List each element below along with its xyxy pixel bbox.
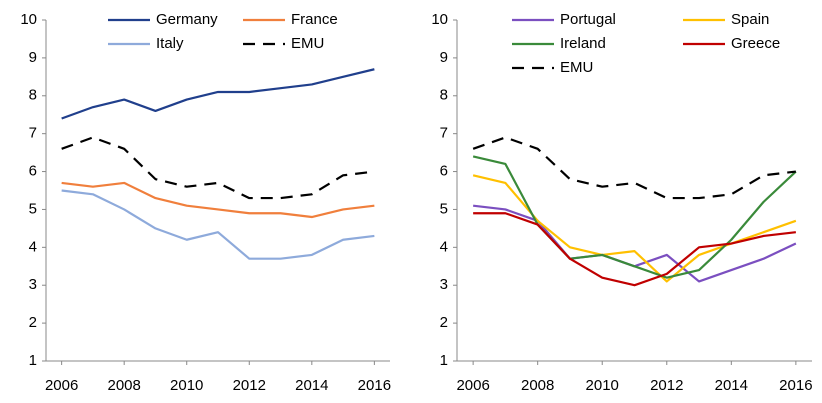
y-tick-label: 2 xyxy=(440,314,448,331)
y-tick-label: 5 xyxy=(29,200,37,217)
y-tick-label: 7 xyxy=(29,125,37,142)
y-tick-label: 7 xyxy=(440,125,448,142)
y-tick-label: 4 xyxy=(440,238,448,255)
y-tick-label: 2 xyxy=(29,314,37,331)
series-line xyxy=(472,136,796,200)
x-tick-label: 2006 xyxy=(456,377,489,394)
y-tick-label: 1 xyxy=(440,352,448,369)
y-tick-label: 5 xyxy=(440,200,448,217)
y-tick-label: 6 xyxy=(29,163,37,180)
y-tick-label: 6 xyxy=(440,163,448,180)
legend-label: France xyxy=(291,11,338,28)
y-tick-label: 4 xyxy=(29,238,37,255)
legend-label: Portugal xyxy=(560,11,616,28)
x-tick-label: 2008 xyxy=(107,377,140,394)
legend-label: EMU xyxy=(560,59,593,76)
x-tick-label: 2008 xyxy=(521,377,554,394)
legend-label: Greece xyxy=(731,35,780,52)
x-tick-label: 2012 xyxy=(233,377,266,394)
x-tick-label: 2006 xyxy=(45,377,78,394)
x-tick-label: 2014 xyxy=(295,377,328,394)
x-tick-label: 2010 xyxy=(586,377,619,394)
y-tick-label: 10 xyxy=(20,11,37,28)
series-line xyxy=(61,136,375,200)
legend-label: Ireland xyxy=(560,35,606,52)
legend-label: EMU xyxy=(291,35,324,52)
series-line xyxy=(472,174,797,283)
y-tick-label: 10 xyxy=(431,11,448,28)
y-tick-label: 3 xyxy=(440,276,448,293)
y-tick-label: 8 xyxy=(29,87,37,104)
x-tick-label: 2016 xyxy=(779,377,812,394)
x-tick-label: 2010 xyxy=(170,377,203,394)
series-line xyxy=(472,155,797,279)
y-tick-label: 1 xyxy=(29,352,37,369)
series-line xyxy=(473,212,796,287)
series-line xyxy=(61,68,375,120)
legend-label: Spain xyxy=(731,11,769,28)
legend-label: Germany xyxy=(156,11,218,28)
y-tick-label: 9 xyxy=(440,49,448,66)
x-tick-label: 2014 xyxy=(715,377,748,394)
series-line xyxy=(61,189,375,260)
legend-label: Italy xyxy=(156,35,184,52)
x-tick-label: 2012 xyxy=(650,377,683,394)
y-tick-label: 3 xyxy=(29,276,37,293)
series-line xyxy=(61,181,375,219)
y-tick-label: 8 xyxy=(440,87,448,104)
series-line xyxy=(473,204,797,283)
y-tick-label: 9 xyxy=(29,49,37,66)
x-tick-label: 2016 xyxy=(358,377,391,394)
